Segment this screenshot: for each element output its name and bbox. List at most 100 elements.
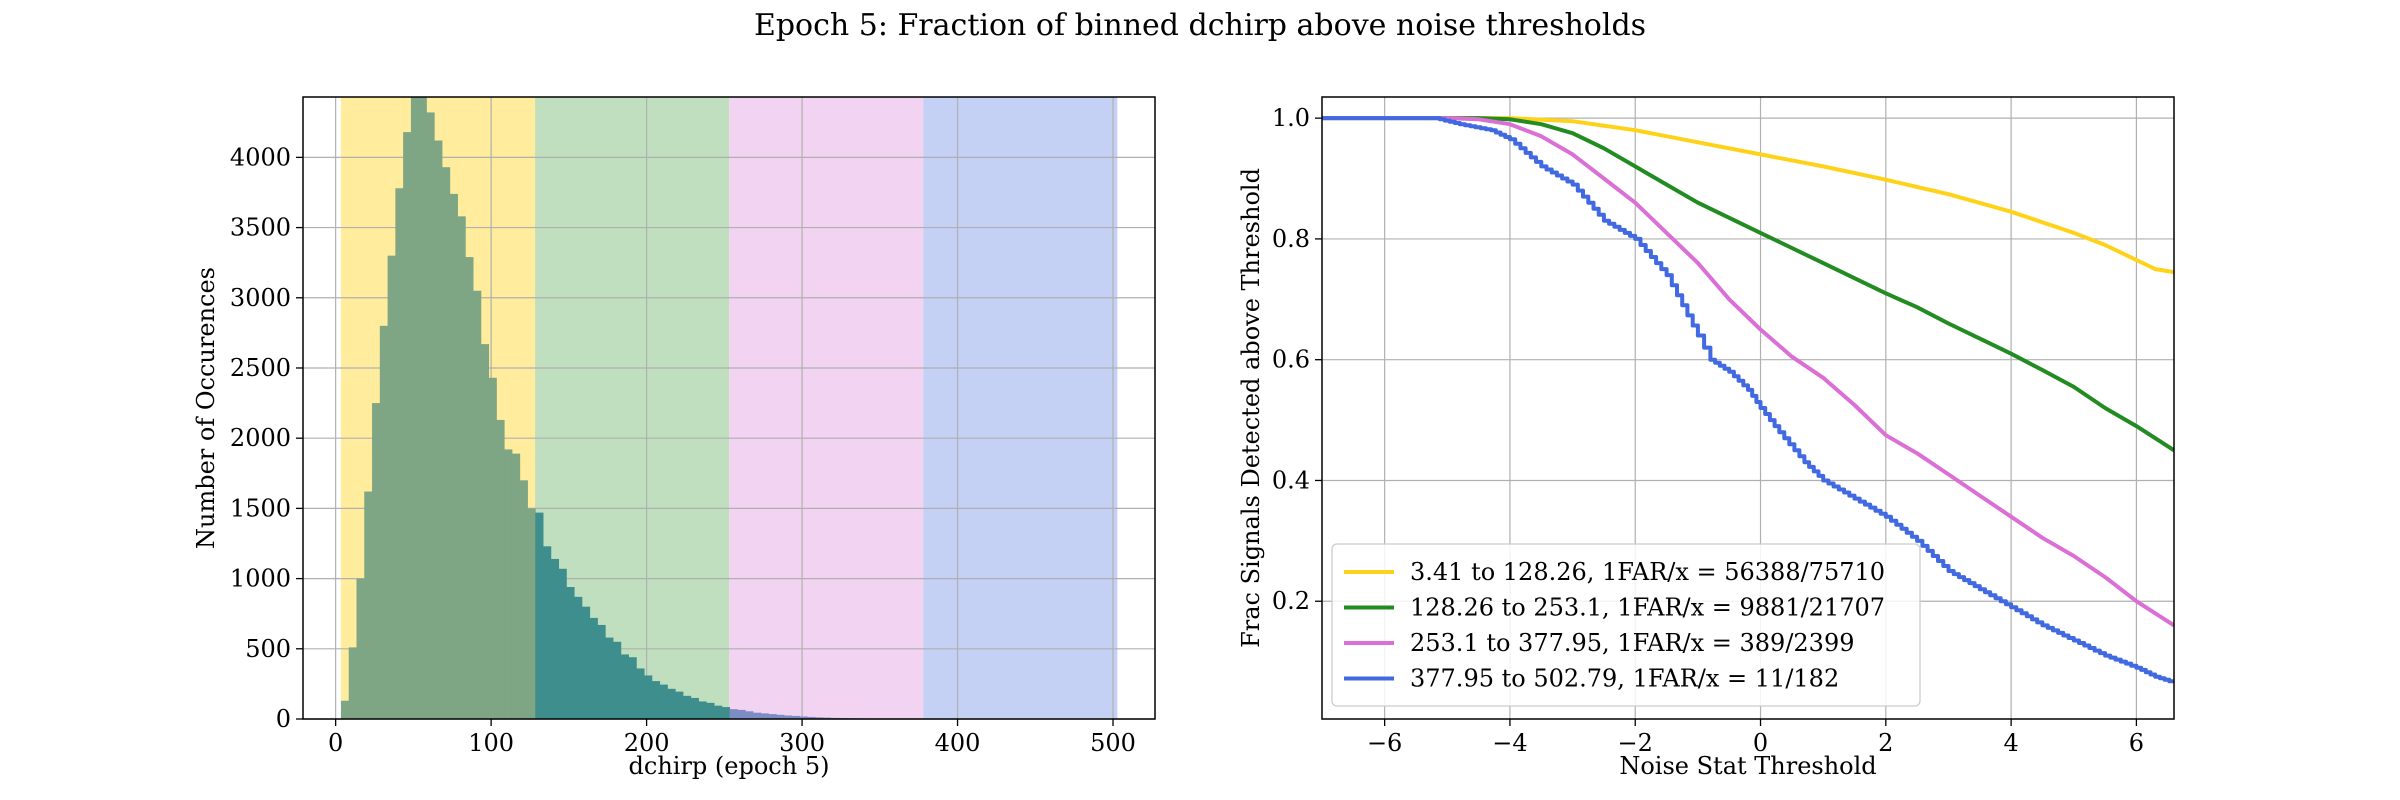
legend-label-3: 377.95 to 502.79, 1FAR/x = 11/182 (1410, 665, 1839, 693)
y-tick-label: 1500 (230, 494, 291, 522)
histogram-bar (721, 707, 731, 719)
y-tick-label: 0.8 (1272, 225, 1310, 253)
y-tick-label: 0.4 (1272, 466, 1310, 494)
histogram-bar (442, 167, 451, 720)
x-tick-label: −2 (1618, 729, 1653, 757)
histogram-bar (387, 255, 396, 719)
histogram-bar (480, 344, 490, 719)
histogram-bar (558, 568, 567, 719)
legend-label-0: 3.41 to 128.26, 1FAR/x = 56388/75710 (1410, 558, 1885, 586)
histogram-bar (473, 290, 482, 719)
x-tick-label: 200 (624, 729, 670, 757)
histogram-bar (682, 695, 692, 719)
histogram-bar (519, 480, 528, 719)
histogram-bar (364, 491, 373, 719)
histogram-bar (651, 681, 661, 719)
y-tick-label: 500 (245, 635, 291, 663)
histogram-bar (597, 624, 606, 719)
histogram-bar (729, 709, 738, 719)
series-line-0 (1322, 116, 2174, 275)
histogram-bar (807, 716, 816, 719)
band-3 (923, 97, 1118, 719)
histogram-bar (815, 717, 824, 719)
histogram-bar (784, 715, 793, 719)
histogram-bar (434, 140, 443, 720)
x-tick-label: 0 (328, 729, 343, 757)
histogram-bar (636, 668, 645, 719)
series-line-1 (1322, 116, 2174, 452)
y-tick-label: 1000 (230, 565, 291, 593)
histogram-bar (714, 705, 723, 719)
histogram-bar (620, 654, 629, 719)
line-y-ticks: 0.2 0.4 0.6 0.8 1.0 (1272, 104, 1322, 615)
histogram-bar (356, 578, 365, 719)
histogram-bar (465, 257, 474, 719)
histogram-bar (574, 596, 583, 719)
x-tick-label: 400 (935, 729, 981, 757)
line-frame (1321, 96, 2175, 720)
histogram-bar (449, 193, 458, 719)
legend: 3.41 to 128.26, 1FAR/x = 56388/75710 128.… (1331, 543, 1921, 707)
histogram-bar (527, 508, 536, 719)
histogram-bar (659, 684, 668, 719)
legend-label-2: 253.1 to 377.95, 1FAR/x = 389/2399 (1410, 629, 1855, 657)
series-line-2 (1322, 116, 2174, 628)
y-tick-label: 0.2 (1272, 587, 1310, 615)
line-series (1322, 116, 2174, 684)
histogram-y-ticks: 0 500 1000 1500 2000 2500 3000 3500 4000 (230, 143, 303, 733)
y-tick-label: 0 (276, 705, 291, 733)
x-tick-label: 6 (2129, 729, 2144, 757)
histogram-bar (457, 216, 466, 719)
line-x-axis-label: Noise Stat Threshold (1619, 752, 1876, 780)
histogram-bar (768, 714, 777, 719)
line-x-ticks: −6 −4 −2 0 2 4 6 (1367, 719, 2144, 757)
histogram-bar (760, 713, 769, 719)
histogram-bar (776, 714, 785, 719)
histogram-panel: 0 100 200 300 400 500 0 500 1000 1500 2000 2500 300… (192, 96, 1156, 780)
histogram-bar (496, 419, 505, 719)
histogram-bar (675, 691, 684, 719)
series-line-3 (1322, 116, 2174, 684)
histogram-bar (535, 512, 544, 719)
y-tick-label: 3500 (230, 214, 291, 242)
y-tick-label: 3000 (230, 284, 291, 312)
x-tick-label: −6 (1367, 729, 1402, 757)
histogram-bar (581, 606, 591, 719)
histogram-bar (543, 546, 552, 719)
line-y-axis-label: Frac Signals Detected above Threshold (1237, 168, 1265, 648)
histogram-bar (550, 558, 560, 719)
histogram-bar (690, 697, 699, 719)
x-tick-label: 0 (1753, 729, 1768, 757)
histogram-bar (504, 449, 513, 719)
detection-fraction-panel: −6 −4 −2 0 2 4 6 0.2 0.4 0.6 0.8 1.0 Noise Stat Th… (1237, 96, 2175, 780)
histogram-frame (302, 96, 1156, 720)
y-tick-label: 1.0 (1272, 104, 1310, 132)
histogram-bar (613, 641, 622, 719)
histogram-bar (752, 712, 762, 719)
histogram-bar (348, 647, 357, 719)
histogram-x-ticks: 0 100 200 300 400 500 (328, 719, 1136, 757)
histogram-bar (511, 453, 521, 719)
histogram-bar (340, 700, 350, 719)
histogram-bar (379, 325, 388, 719)
x-tick-label: 4 (2003, 729, 2018, 757)
figure-title: Epoch 5: Fraction of binned dchirp above… (753, 8, 1647, 43)
histogram-y-axis-label: Number of Occurences (192, 267, 220, 549)
legend-box (1331, 543, 1921, 707)
histogram-bar (791, 715, 801, 719)
histogram-bar (426, 112, 435, 719)
histogram-bar (488, 377, 497, 719)
histogram-bar (644, 675, 653, 719)
y-tick-label: 0.6 (1272, 346, 1310, 374)
x-tick-label: 2 (1878, 729, 1893, 757)
x-tick-label: 100 (468, 729, 514, 757)
histogram-bar (706, 702, 715, 719)
y-tick-label: 2500 (230, 354, 291, 382)
histogram-bar (799, 716, 808, 719)
legend-label-1: 128.26 to 253.1, 1FAR/x = 9881/21707 (1410, 594, 1885, 622)
y-tick-label: 2000 (230, 424, 291, 452)
x-tick-label: 300 (779, 729, 825, 757)
histogram-bar (403, 132, 412, 720)
band-2 (729, 97, 924, 719)
